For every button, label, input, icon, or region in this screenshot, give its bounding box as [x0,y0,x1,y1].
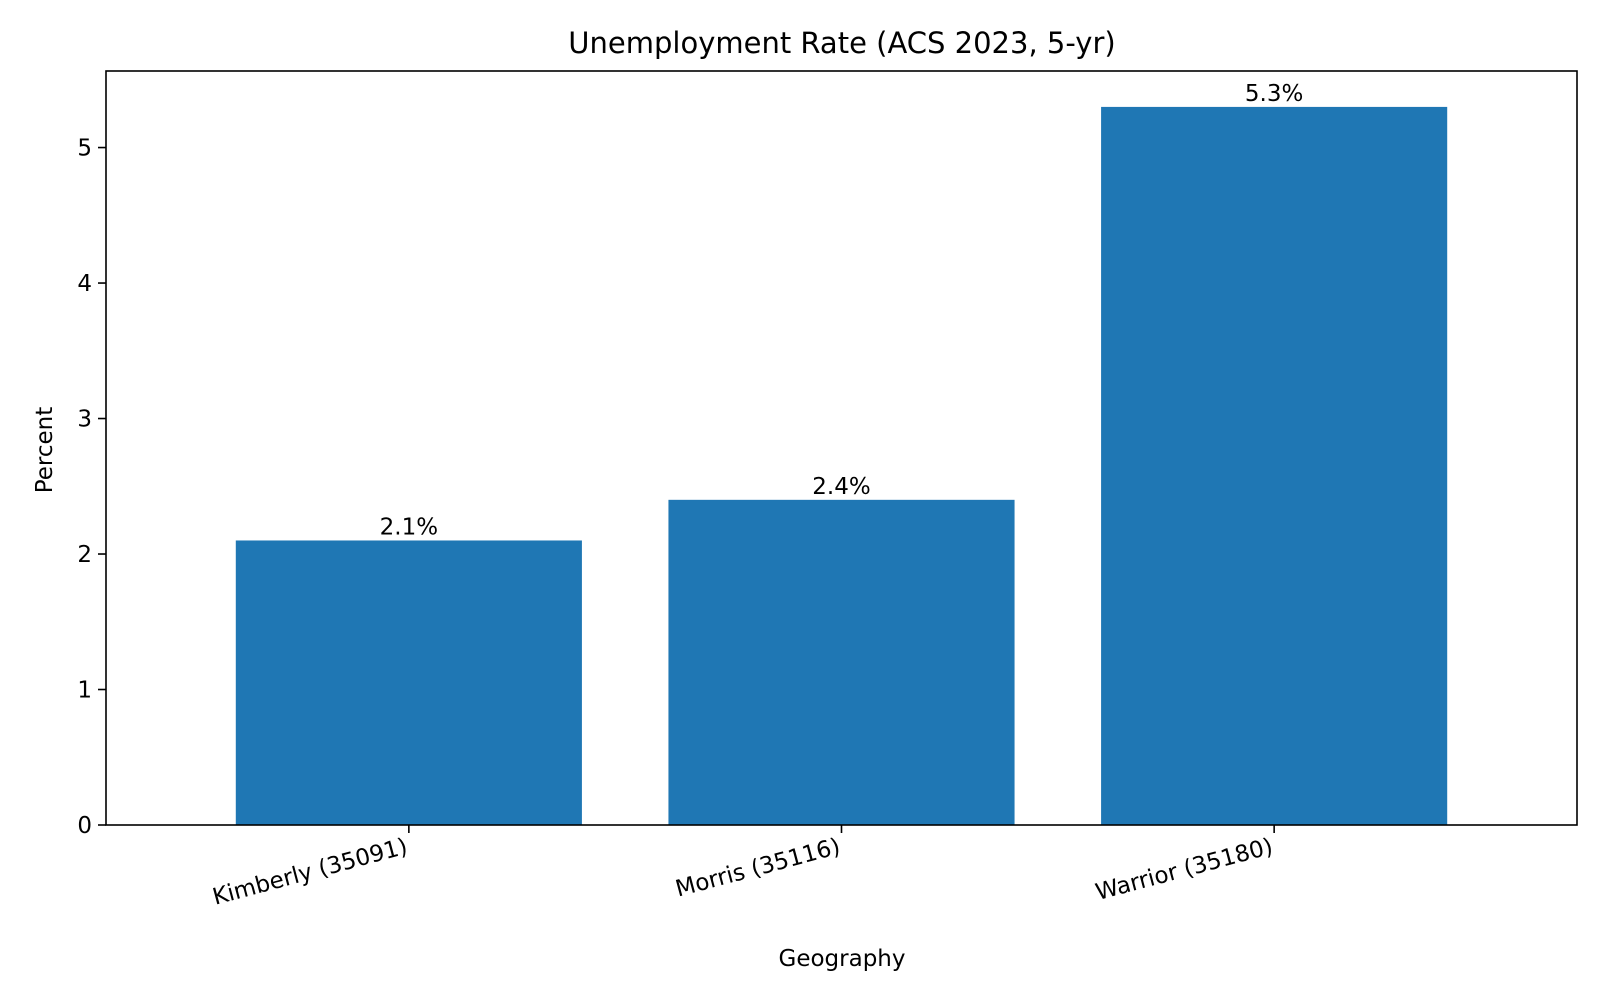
y-tick-label-2: 2 [77,542,92,568]
chart-title: Unemployment Rate (ACS 2023, 5-yr) [568,26,1115,60]
bar-2 [668,499,1015,825]
x-axis: Kimberly (35091) Morris (35116) Warrior (3… [210,825,1276,911]
bars [235,106,1448,825]
data-label-3: 5.3% [1245,81,1303,107]
y-axis: 0 1 2 3 4 5 [77,136,106,839]
x-tick-label-1: Kimberly (35091) [210,834,410,911]
data-labels: 2.1% 2.4% 5.3% [380,81,1304,541]
x-tick-label-2: Morris (35116) [673,834,843,903]
data-label-2: 2.4% [812,474,870,500]
y-tick-label-0: 0 [77,813,92,839]
y-tick-label-4: 4 [77,271,92,297]
data-label-1: 2.1% [380,514,438,540]
y-axis-label: Percent [32,407,58,494]
bar-3 [1101,106,1448,825]
y-tick-label-1: 1 [77,678,92,704]
bar-1 [235,540,582,825]
y-tick-label-5: 5 [77,136,92,162]
x-tick-label-3: Warrior (35180) [1093,834,1276,906]
x-axis-label: Geography [779,946,906,972]
y-tick-label-3: 3 [77,407,92,433]
